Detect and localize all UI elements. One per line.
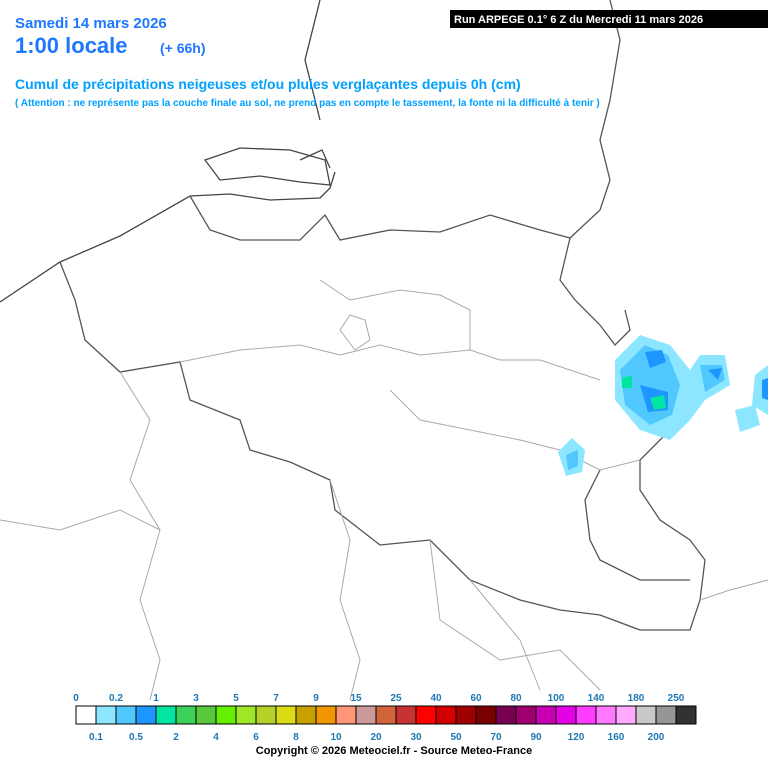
legend-label: 90 (530, 732, 542, 743)
legend-label: 20 (370, 732, 382, 743)
legend-swatch (575, 705, 597, 725)
legend-label: 80 (510, 693, 522, 704)
legend-swatch (135, 705, 157, 725)
legend-swatch (395, 705, 417, 725)
legend-swatch (155, 705, 177, 725)
time: 1:00 locale (15, 33, 128, 58)
legend-swatch (95, 705, 117, 725)
legend-swatch (175, 705, 197, 725)
legend-swatch (75, 705, 97, 725)
legend-label: 2 (173, 732, 179, 743)
legend-label: 5 (233, 693, 239, 704)
precipitation-areas (558, 335, 768, 476)
legend-swatch (195, 705, 217, 725)
legend-label: 8 (293, 732, 299, 743)
run-info: Run ARPEGE 0.1° 6 Z du Mercredi 11 mars … (454, 14, 703, 26)
copyright: Copyright © 2026 Meteociel.fr - Source M… (256, 745, 532, 757)
legend-swatch (455, 705, 477, 725)
legend-swatch (255, 705, 277, 725)
legend-swatch (315, 705, 337, 725)
legend-label: 0 (73, 693, 79, 704)
legend-label: 15 (350, 693, 362, 704)
legend-label: 120 (568, 732, 585, 743)
legend-label: 180 (628, 693, 645, 704)
map-note: ( Attention : ne représente pas la couch… (15, 98, 600, 109)
legend-label: 250 (668, 693, 685, 704)
legend-swatch (335, 705, 357, 725)
map-title: Cumul de précipitations neigeuses et/ou … (15, 76, 521, 92)
legend-label: 50 (450, 732, 462, 743)
legend-swatch (415, 705, 437, 725)
legend-label: 9 (313, 693, 319, 704)
run-box (450, 10, 768, 28)
date: Samedi 14 mars 2026 (15, 15, 167, 32)
legend-label: 200 (648, 732, 665, 743)
legend-label: 10 (330, 732, 342, 743)
legend-label: 70 (490, 732, 502, 743)
legend-swatch (615, 705, 637, 725)
legend-label: 7 (273, 693, 279, 704)
legend-swatch (495, 705, 517, 725)
legend-label: 4 (213, 732, 219, 743)
legend-label: 30 (410, 732, 422, 743)
legend-label: 160 (608, 732, 625, 743)
legend-swatch (275, 705, 297, 725)
legend-swatch (435, 705, 457, 725)
legend-label: 3 (193, 693, 199, 704)
legend-label: 140 (588, 693, 605, 704)
legend-swatch (555, 705, 577, 725)
legend-swatch (595, 705, 617, 725)
legend: 0 0.1 0.2 0.5 1 2 3 4 5 6 7 8 9 10 15 20 25 30 40 50 60 70 80 9… (73, 693, 697, 743)
map-borders (0, 0, 768, 701)
legend-swatch (475, 705, 497, 725)
legend-swatch (235, 705, 257, 725)
legend-label: 25 (390, 693, 402, 704)
legend-label: 0.5 (129, 732, 143, 743)
legend-swatch (635, 705, 657, 725)
legend-label: 0.1 (89, 732, 103, 743)
legend-swatch (115, 705, 137, 725)
legend-label: 60 (470, 693, 482, 704)
legend-swatch (295, 705, 317, 725)
legend-swatch (355, 705, 377, 725)
legend-swatch (215, 705, 237, 725)
legend-swatch (375, 705, 397, 725)
legend-swatch (515, 705, 537, 725)
legend-label: 1 (153, 693, 159, 704)
legend-label: 6 (253, 732, 259, 743)
legend-label: 0.2 (109, 693, 123, 704)
legend-swatch (655, 705, 677, 725)
legend-swatch (535, 705, 557, 725)
legend-swatch (675, 705, 697, 725)
legend-label: 100 (548, 693, 565, 704)
legend-label: 40 (430, 693, 442, 704)
lead-time: (+ 66h) (160, 40, 206, 56)
